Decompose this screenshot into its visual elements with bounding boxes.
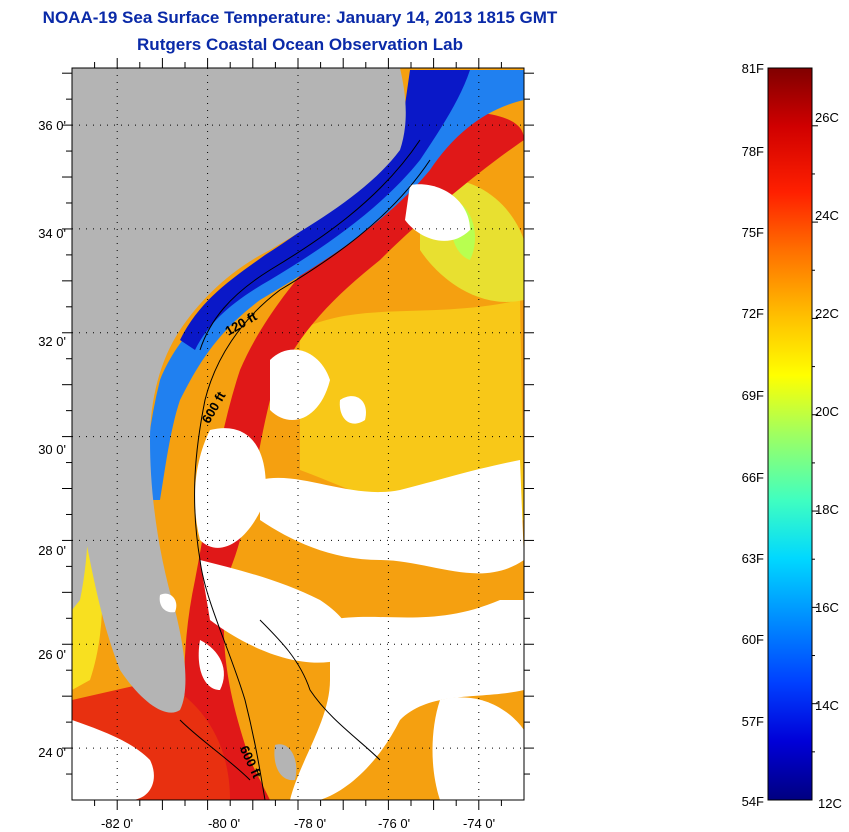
colorbar-c-label: 12C — [818, 796, 842, 811]
colorbar-ticks — [812, 125, 818, 753]
lon-label: -78 0' — [294, 816, 326, 831]
colorbar-f-label: 63F — [742, 551, 764, 566]
colorbar-c-label: 22C — [815, 306, 839, 321]
latitude-labels: 36 0' 34 0' 32 0' 30 0' 28 0' 26 0' 24 0… — [38, 118, 66, 760]
colorbar-c-label: 24C — [815, 208, 839, 223]
cold-coastal-water — [180, 70, 470, 350]
colorbar-f-label: 60F — [742, 632, 764, 647]
colorbar-f-label: 75F — [742, 225, 764, 240]
shelf-water — [145, 70, 524, 500]
lat-label: 30 0' — [38, 442, 66, 457]
land-bahamas — [274, 744, 297, 781]
lat-label: 34 0' — [38, 226, 66, 241]
colorbar-c-label: 18C — [815, 502, 839, 517]
colorbar-f-label: 78F — [742, 144, 764, 159]
colorbar-c-label: 20C — [815, 404, 839, 419]
lat-label: 36 0' — [38, 118, 66, 133]
cloud-mask — [72, 184, 524, 800]
lake-okeechobee — [159, 593, 177, 613]
lon-label: -82 0' — [101, 816, 133, 831]
lon-label: -74 0' — [463, 816, 495, 831]
colorbar-f-label: 54F — [742, 794, 764, 809]
map-image — [72, 68, 524, 800]
land-usa — [72, 68, 406, 713]
colorbar-f-label: 69F — [742, 388, 764, 403]
colorbar: 81F 78F 75F 72F 69F 66F 63F 60F 57F 54F … — [742, 61, 842, 811]
colorbar-f-label: 72F — [742, 306, 764, 321]
map-title: NOAA-19 Sea Surface Temperature: January… — [42, 8, 558, 27]
colorbar-c-label: 14C — [815, 698, 839, 713]
lat-label: 26 0' — [38, 647, 66, 662]
celsius-labels: 26C 24C 22C 20C 18C 16C 14C 12C — [815, 110, 842, 811]
colorbar-f-label: 66F — [742, 470, 764, 485]
isobath-600ft — [194, 159, 431, 800]
colorbar-c-label: 26C — [815, 110, 839, 125]
colorbar-f-label: 57F — [742, 714, 764, 729]
lon-label: -80 0' — [208, 816, 240, 831]
colorbar-c-label: 16C — [815, 600, 839, 615]
lat-label: 32 0' — [38, 334, 66, 349]
isobath-straits — [179, 719, 251, 781]
land-florida-west — [72, 490, 88, 610]
colorbar-f-label: 81F — [742, 61, 764, 76]
fahrenheit-labels: 81F 78F 75F 72F 69F 66F 63F 60F 57F 54F — [742, 61, 764, 809]
graticule — [72, 68, 524, 800]
isobath-bahamas — [259, 619, 381, 761]
map-ticks — [62, 58, 534, 810]
lat-label: 24 0' — [38, 745, 66, 760]
colorbar-gradient — [767, 67, 813, 801]
lon-label: -76 0' — [378, 816, 410, 831]
longitude-labels: -82 0' -80 0' -78 0' -76 0' -74 0' — [101, 816, 495, 831]
map-subtitle: Rutgers Coastal Ocean Observation Lab — [137, 35, 463, 54]
warm-eddy — [300, 300, 524, 526]
isobath-120ft — [199, 139, 421, 351]
lat-label: 28 0' — [38, 543, 66, 558]
